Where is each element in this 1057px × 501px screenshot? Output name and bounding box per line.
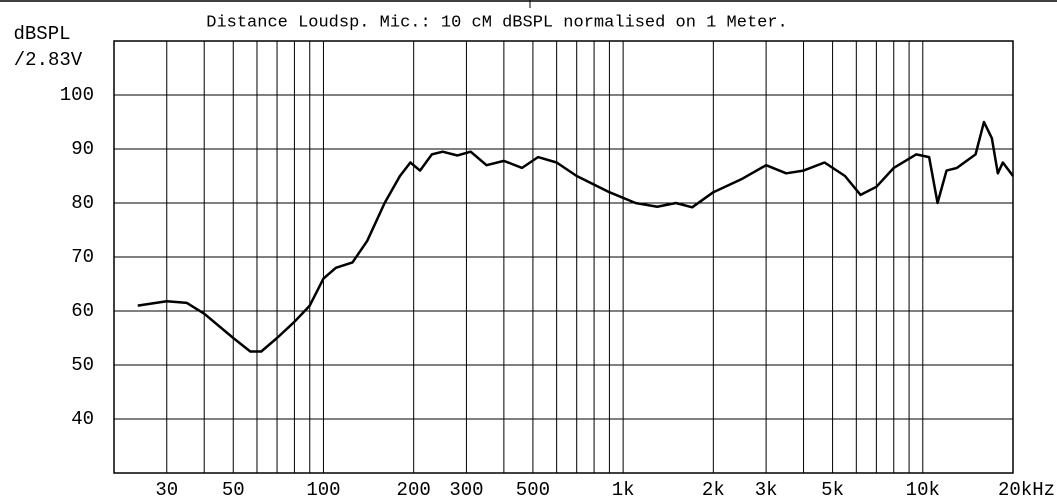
y-tick-label: 40 [71, 408, 94, 430]
x-tick-label: 20kHz [998, 479, 1055, 501]
chart-title: Distance Loudsp. Mic.: 10 cM dBSPL norma… [206, 13, 788, 32]
x-tick-label: 200 [397, 479, 431, 501]
y-axis-label: /2.83V [14, 49, 83, 71]
x-tick-label: 1k [612, 479, 635, 501]
y-tick-label: 80 [71, 192, 94, 214]
y-tick-label: 90 [71, 138, 94, 160]
y-tick-label: 100 [60, 84, 94, 106]
x-tick-label: 3k [755, 479, 778, 501]
y-tick-label: 70 [71, 246, 94, 268]
response-curve [137, 120, 1014, 353]
y-tick-label: 50 [71, 354, 94, 376]
y-tick-label: 60 [71, 300, 94, 322]
x-tick-label: 2k [702, 479, 725, 501]
x-tick-label: 5k [821, 479, 844, 501]
x-tick-label: 10k [906, 479, 940, 501]
x-tick-label: 30 [155, 479, 178, 501]
x-tick-label: 100 [306, 479, 340, 501]
y-axis-label: dBSPL [13, 23, 70, 45]
x-tick-label: 300 [449, 479, 483, 501]
x-tick-label: 500 [516, 479, 550, 501]
x-tick-label: 50 [222, 479, 245, 501]
